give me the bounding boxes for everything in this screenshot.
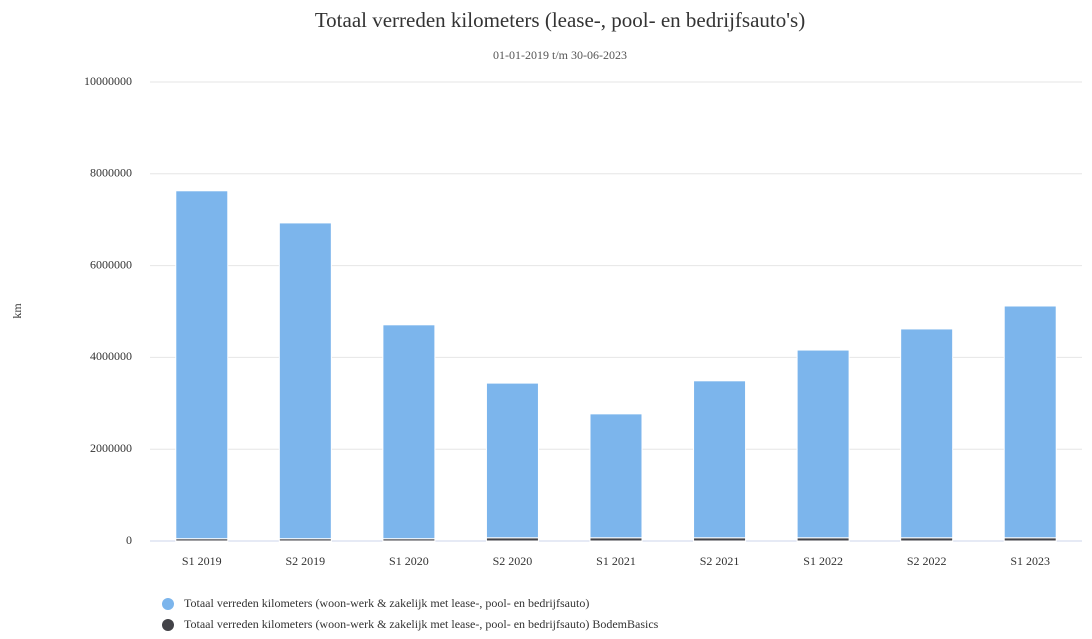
legend-marker xyxy=(162,598,174,610)
legend-label[interactable]: Totaal verreden kilometers (woon-werk & … xyxy=(184,596,589,610)
bar-segment xyxy=(900,328,954,539)
bar-segment xyxy=(382,324,436,540)
bar-segment xyxy=(485,382,539,539)
x-tick-label: S2 2020 xyxy=(493,554,533,568)
chart-subtitle: 01-01-2019 t/m 30-06-2023 xyxy=(493,48,627,62)
bar-segment xyxy=(589,413,643,539)
chart-title: Totaal verreden kilometers (lease-, pool… xyxy=(315,8,805,32)
x-tick-label: S1 2019 xyxy=(182,554,222,568)
legend-marker xyxy=(162,619,174,631)
x-tick-label: S1 2023 xyxy=(1010,554,1050,568)
y-tick-label: 6000000 xyxy=(90,257,132,271)
x-tick-label: S2 2021 xyxy=(700,554,740,568)
x-tick-label: S2 2022 xyxy=(907,554,947,568)
x-tick-label: S1 2020 xyxy=(389,554,429,568)
y-tick-label: 10000000 xyxy=(84,74,132,88)
bar-segment xyxy=(693,380,747,539)
x-tick-label: S1 2022 xyxy=(803,554,843,568)
bar-segment xyxy=(175,190,229,540)
y-tick-label: 4000000 xyxy=(90,349,132,363)
y-tick-label: 8000000 xyxy=(90,166,132,180)
y-tick-label: 0 xyxy=(126,533,132,547)
x-tick-label: S2 2019 xyxy=(285,554,325,568)
y-axis-label: km xyxy=(10,303,24,319)
bar-segment xyxy=(278,222,332,540)
x-tick-label: S1 2021 xyxy=(596,554,636,568)
bar-segment xyxy=(1003,305,1057,539)
bar-segment xyxy=(796,349,850,539)
y-tick-label: 2000000 xyxy=(90,441,132,455)
legend-label[interactable]: Totaal verreden kilometers (woon-werk & … xyxy=(184,617,659,631)
